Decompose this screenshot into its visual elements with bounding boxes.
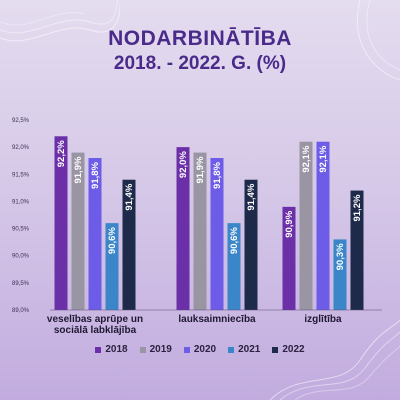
data-label: 92,1% [318,145,329,172]
data-label: 92,1% [301,145,312,172]
legend-item: 2022 [272,344,305,355]
data-label: 90,9% [284,210,295,237]
legend-label: 2021 [238,344,261,355]
data-label: 90,6% [229,227,240,254]
legend-swatch [228,346,235,353]
legend-label: 2019 [149,344,172,355]
bar-2021 [105,223,119,310]
chart-title: NODARBINĀTĪBA 2018. - 2022. G. (%) [0,26,400,76]
bar-2021 [333,239,347,310]
legend-item: 2018 [95,344,128,355]
legend-swatch [272,346,279,353]
bar-2022 [350,190,364,310]
category-label: izglītība [304,314,342,325]
bar-2018 [282,206,296,310]
bar-2022 [122,179,136,310]
category-label: sociālā labklājība [54,325,137,336]
legend-item: 2019 [139,344,172,355]
data-label: 92,0% [178,151,189,178]
y-tick-label: 90,5% [12,227,30,233]
data-label: 91,8% [212,161,223,188]
y-tick-label: 90,0% [12,254,30,260]
y-tick-label: 92,0% [12,145,30,151]
legend-item: 2021 [228,344,260,355]
chart-title-line1: NODARBINĀTĪBA [108,27,292,50]
bar-2020 [210,158,224,310]
bar-2019 [71,152,85,310]
data-label: 91,4% [246,183,257,210]
legend-swatch [95,346,102,353]
data-label: 91,9% [195,156,206,183]
legend-label: 2020 [193,344,217,355]
bar-2019 [299,141,313,310]
data-label: 90,3% [335,243,346,270]
bar-2018 [54,136,68,310]
bar-2019 [193,152,207,310]
legend-label: 2018 [105,344,128,355]
data-label: 91,8% [90,161,101,188]
legend-swatch [139,346,146,353]
bar-2020 [316,141,330,310]
data-label: 92,2% [56,140,67,167]
y-tick-label: 92,5% [12,118,30,124]
y-tick-label: 91,5% [12,172,30,178]
bar-2021 [227,223,241,310]
bar-2018 [176,147,190,310]
data-label: 91,9% [73,156,84,183]
legend-swatch [183,346,190,353]
legend-label: 2022 [282,344,305,355]
chart-title-line2: 2018. - 2022. G. (%) [113,53,287,74]
data-label: 90,6% [107,227,118,254]
legend-item: 2020 [183,344,217,355]
bar-2022 [244,179,258,310]
category-label: veselības aprūpe un [47,314,143,325]
y-tick-label: 89,0% [12,308,30,314]
y-tick-label: 89,5% [12,281,30,287]
bar-2020 [88,158,102,310]
category-label: lauksaimniecība [178,314,256,325]
data-label: 91,2% [352,194,363,221]
data-label: 91,4% [124,183,135,210]
chart-legend: 2018 2019 2020 2021 2022 [0,344,400,355]
y-tick-label: 91,0% [12,199,30,205]
